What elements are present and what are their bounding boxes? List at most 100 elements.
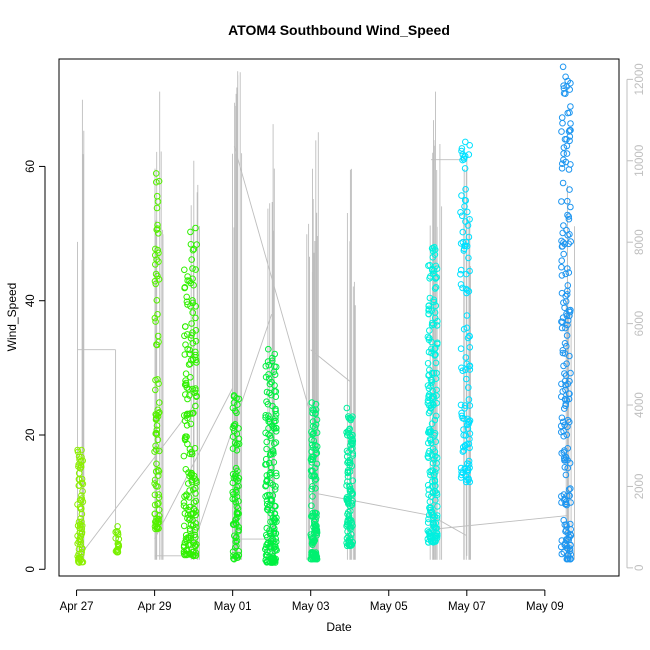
data-point xyxy=(434,530,441,538)
data-point xyxy=(346,541,354,549)
data-point xyxy=(563,332,571,339)
data-point xyxy=(265,375,273,383)
data-point xyxy=(152,280,159,288)
data-point xyxy=(192,314,199,322)
data-point xyxy=(348,489,356,497)
data-point xyxy=(153,415,160,423)
data-point xyxy=(74,553,81,560)
data-point xyxy=(346,414,354,422)
data-point xyxy=(433,399,440,407)
data-point xyxy=(559,388,567,395)
data-point xyxy=(564,197,571,205)
data-point xyxy=(563,291,571,298)
data-point xyxy=(431,482,439,490)
data-point xyxy=(565,269,573,276)
data-point xyxy=(458,409,465,417)
data-point xyxy=(432,452,439,460)
data-point xyxy=(309,555,317,563)
data-point xyxy=(345,449,352,456)
data-point xyxy=(344,528,351,535)
y2-tick-label: 12000 xyxy=(634,63,646,95)
data-point xyxy=(428,319,436,327)
data-point xyxy=(309,493,316,500)
data-point xyxy=(566,492,573,500)
data-point xyxy=(155,494,163,501)
data-point xyxy=(270,537,277,545)
data-point xyxy=(346,538,353,546)
data-point xyxy=(425,538,432,546)
data-point xyxy=(460,156,468,163)
data-point xyxy=(562,298,570,305)
data-point xyxy=(182,531,190,539)
data-point xyxy=(432,496,439,504)
data-point xyxy=(559,314,567,322)
data-point xyxy=(192,224,199,232)
data-point xyxy=(424,360,432,367)
data-point xyxy=(427,437,434,444)
data-point xyxy=(466,344,474,351)
y2-tick-label: 0 xyxy=(634,565,646,571)
data-point xyxy=(462,285,470,293)
data-point xyxy=(190,509,197,517)
data-point xyxy=(191,445,199,452)
data-point xyxy=(464,334,472,342)
data-point xyxy=(566,418,573,426)
data-point xyxy=(235,497,242,505)
data-point xyxy=(308,448,316,455)
data-point xyxy=(264,548,271,556)
data-point xyxy=(460,245,468,253)
data-point xyxy=(267,469,275,476)
data-point xyxy=(266,470,274,477)
data-point xyxy=(231,421,239,428)
data-point xyxy=(268,464,275,472)
data-point xyxy=(433,489,440,497)
data-point xyxy=(466,142,474,149)
data-point xyxy=(562,471,570,479)
data-point xyxy=(430,296,438,304)
data-point xyxy=(78,510,86,518)
data-point xyxy=(186,392,193,399)
data-point xyxy=(78,495,86,502)
data-point xyxy=(263,438,271,446)
data-point xyxy=(155,506,163,514)
data-point xyxy=(562,526,570,534)
data-point xyxy=(232,474,239,481)
data-point xyxy=(561,405,568,412)
data-point xyxy=(183,384,191,391)
data-point xyxy=(181,266,188,274)
data-point xyxy=(186,516,193,524)
data-point xyxy=(457,401,465,409)
data-point xyxy=(565,390,573,397)
data-point xyxy=(562,158,570,166)
data-point xyxy=(559,160,566,167)
secondary-line-segment xyxy=(154,387,234,540)
data-point xyxy=(428,345,435,353)
data-point xyxy=(466,417,474,424)
data-point xyxy=(466,366,474,373)
data-point xyxy=(187,241,195,248)
data-point xyxy=(463,289,470,297)
data-point xyxy=(153,341,161,349)
data-point xyxy=(234,467,241,475)
data-point xyxy=(114,548,122,556)
data-point xyxy=(186,410,194,418)
data-point xyxy=(188,476,196,484)
x-tick-label: May 05 xyxy=(370,601,408,613)
data-point xyxy=(189,246,197,254)
data-point xyxy=(230,555,238,563)
data-point xyxy=(432,519,440,527)
data-point xyxy=(308,399,316,406)
data-point xyxy=(270,417,278,425)
data-point xyxy=(464,208,471,216)
data-point xyxy=(426,334,433,342)
data-point xyxy=(430,321,437,328)
data-point xyxy=(183,293,190,301)
data-point xyxy=(78,453,85,461)
data-point xyxy=(181,332,188,340)
data-point xyxy=(564,77,572,85)
data-point xyxy=(425,394,433,401)
data-point xyxy=(266,491,273,499)
data-point xyxy=(270,558,277,566)
data-point xyxy=(428,379,435,386)
data-point xyxy=(562,372,570,379)
